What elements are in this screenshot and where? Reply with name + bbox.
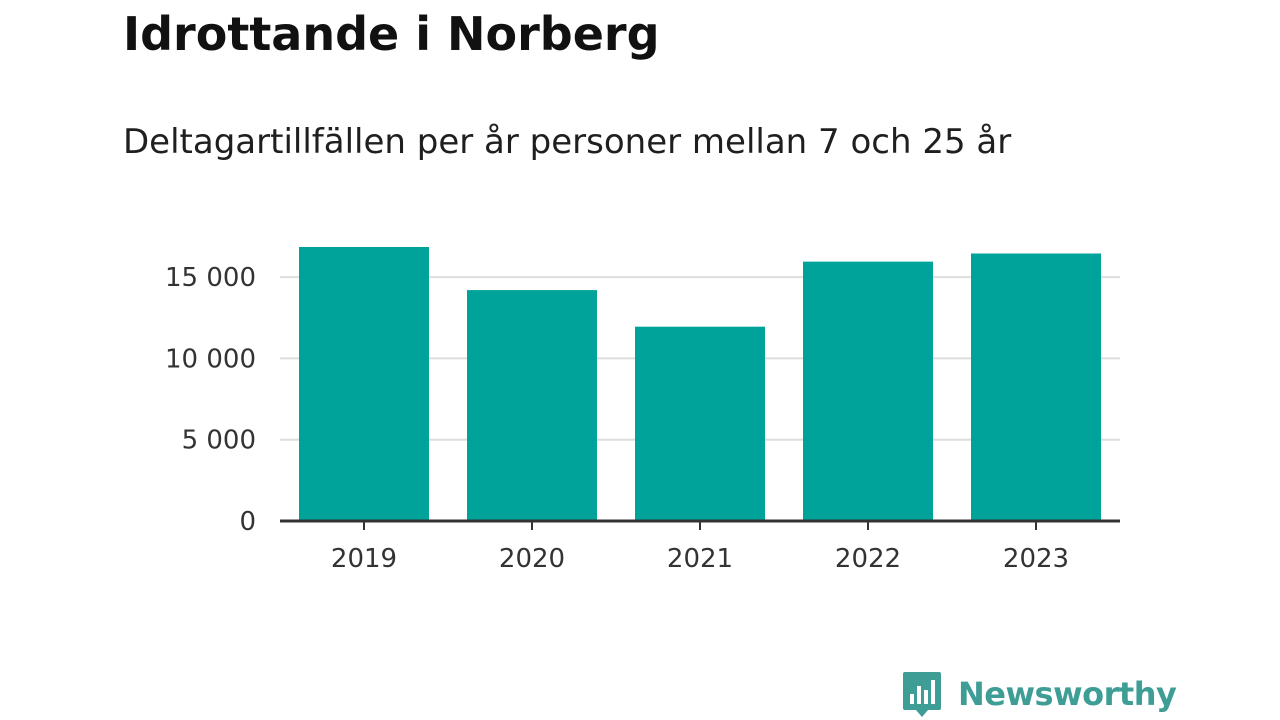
bar-2019 [299,247,429,521]
x-tick-label: 2023 [1003,544,1069,574]
y-tick-label: 15 000 [165,263,256,293]
x-tick-label: 2021 [667,544,733,574]
logo-text: Newsworthy [958,675,1177,713]
chart-title: Idrottande i Norberg [123,7,660,61]
bar-chart-speech-bubble-icon [903,672,941,717]
axes [280,519,1120,530]
bar-2020 [467,290,597,521]
chart-subtitle: Deltagartillfällen per år personer mella… [123,122,1012,162]
bar-2021 [635,326,765,521]
newsworthy-logo: Newsworthy [902,669,1177,719]
bar-2023 [971,253,1101,521]
y-tick-label: 10 000 [165,344,256,374]
bar-2022 [803,261,933,521]
bars [299,247,1101,521]
x-tick-label: 2020 [499,544,565,574]
y-tick-label: 5 000 [182,426,256,456]
x-tick-label: 2019 [331,544,397,574]
x-tick-label: 2022 [835,544,901,574]
y-tick-label: 0 [239,507,256,537]
tick-labels: 0 5 000 10 000 15 000 2019 2020 2021 2022 2023 [165,263,1069,574]
